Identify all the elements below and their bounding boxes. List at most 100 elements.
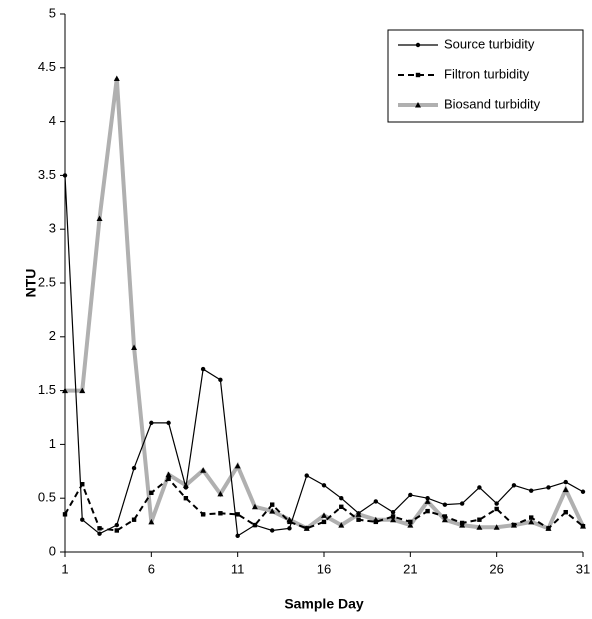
- legend-label: Biosand turbidity: [444, 96, 541, 111]
- series-line: [65, 78, 585, 531]
- point: [149, 420, 154, 426]
- point: [79, 387, 86, 394]
- series-line: [64, 175, 584, 537]
- point: [425, 508, 430, 514]
- y-tick-label: 2.5: [38, 274, 56, 289]
- point: [234, 462, 241, 469]
- point: [287, 519, 292, 525]
- point: [148, 518, 155, 525]
- point: [114, 528, 119, 533]
- x-tick-label: 21: [403, 561, 417, 576]
- point: [424, 498, 431, 504]
- point: [62, 387, 68, 394]
- point: [529, 515, 534, 520]
- y-axis-title: NTU: [23, 269, 39, 298]
- point: [459, 501, 465, 506]
- point: [546, 526, 551, 531]
- point: [408, 492, 413, 498]
- point: [62, 512, 68, 517]
- point: [390, 509, 396, 515]
- point: [494, 506, 499, 512]
- legend-label: Filtron turbidity: [444, 66, 530, 81]
- point: [269, 508, 276, 514]
- y-tick-label: 2: [49, 328, 56, 343]
- point: [165, 471, 172, 478]
- point: [563, 479, 568, 485]
- point: [131, 344, 138, 351]
- y-tick-label: 4: [49, 113, 56, 128]
- x-tick-label: 26: [489, 561, 503, 576]
- legend-marker: [415, 102, 421, 108]
- y-tick-label: 0.5: [38, 490, 56, 505]
- point: [339, 504, 344, 510]
- point: [131, 517, 137, 522]
- point: [425, 496, 430, 501]
- x-tick-label: 11: [231, 561, 245, 576]
- x-tick-label: 31: [576, 561, 590, 576]
- point: [529, 488, 534, 493]
- point: [251, 503, 258, 510]
- point: [339, 496, 344, 501]
- point: [166, 420, 171, 426]
- y-tick-label: 0: [49, 543, 56, 558]
- point: [407, 522, 414, 528]
- point: [218, 511, 223, 516]
- point: [235, 512, 240, 517]
- point: [511, 522, 517, 528]
- point: [442, 502, 448, 507]
- point: [218, 377, 223, 383]
- point: [528, 518, 535, 525]
- point: [321, 519, 327, 525]
- point: [96, 215, 103, 221]
- point: [546, 485, 551, 490]
- point: [390, 514, 396, 519]
- point: [62, 173, 68, 178]
- y-tick-label: 3.5: [38, 167, 56, 182]
- point: [97, 526, 102, 531]
- point: [580, 489, 586, 494]
- point: [338, 522, 345, 528]
- point: [200, 366, 206, 372]
- point: [408, 519, 413, 525]
- point: [270, 528, 275, 533]
- point: [477, 517, 482, 522]
- point: [80, 482, 85, 487]
- point: [217, 490, 224, 497]
- point: [149, 490, 154, 496]
- point: [270, 502, 275, 507]
- y-tick-label: 1.5: [38, 382, 56, 397]
- point: [373, 519, 378, 525]
- x-tick-label: 16: [317, 561, 331, 576]
- legend-marker: [415, 42, 421, 48]
- point: [493, 524, 500, 530]
- point: [459, 520, 465, 526]
- point: [97, 531, 102, 536]
- point: [356, 517, 361, 522]
- point: [166, 476, 171, 482]
- point: [562, 486, 569, 493]
- point: [511, 483, 517, 488]
- y-tick-label: 3: [49, 221, 56, 236]
- legend-marker: [415, 72, 421, 78]
- y-tick-label: 5: [49, 5, 56, 20]
- point: [200, 512, 206, 517]
- x-tick-label: 6: [148, 561, 155, 576]
- point: [200, 467, 207, 473]
- point: [131, 465, 137, 471]
- point: [494, 501, 499, 506]
- point: [80, 517, 85, 522]
- y-tick-label: 1: [49, 436, 56, 451]
- x-tick-label: 1: [61, 561, 68, 576]
- point: [580, 523, 586, 529]
- point: [563, 509, 568, 515]
- point: [390, 516, 397, 523]
- point: [113, 75, 120, 82]
- point: [356, 511, 361, 516]
- point: [373, 499, 378, 504]
- point: [321, 512, 327, 518]
- point: [321, 483, 327, 488]
- point: [304, 473, 309, 478]
- point: [304, 526, 309, 531]
- point: [476, 524, 483, 530]
